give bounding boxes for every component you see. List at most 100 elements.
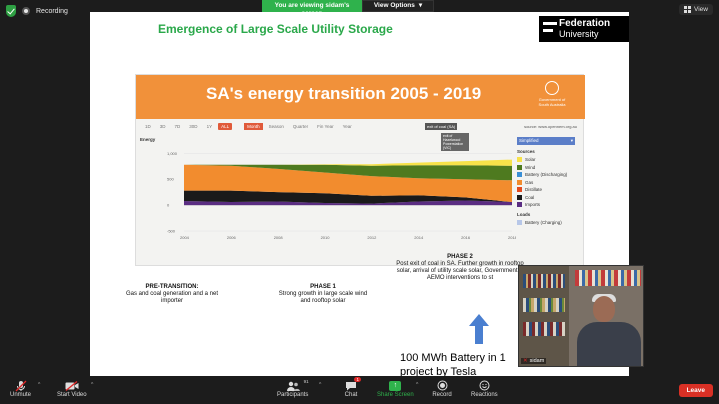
- chat-label: Chat: [344, 392, 358, 398]
- record-label: Record: [432, 392, 452, 398]
- leave-button[interactable]: Leave: [678, 384, 713, 397]
- chat-button[interactable]: 1 Chat: [341, 377, 361, 398]
- viewing-screen-text: You are viewing sidam's screen: [262, 0, 362, 17]
- legend-label: Distillate: [525, 187, 543, 193]
- tab-all[interactable]: ALL: [218, 123, 233, 130]
- phase-text: Gas and coal generation and a net import…: [125, 291, 219, 304]
- legend-swatch: [517, 194, 522, 200]
- tab-1y[interactable]: 1Y: [206, 124, 213, 129]
- start-video-button[interactable]: Start Video: [57, 379, 87, 398]
- government-crest-icon: [545, 81, 559, 95]
- area-series-gas: [184, 164, 512, 203]
- chart-banner: SA's energy transition 2005 - 2019 Gover…: [136, 75, 585, 119]
- caret-up-icon[interactable]: ^: [416, 382, 419, 388]
- x-tick-label: 2018: [508, 235, 516, 240]
- legend-label: Coal: [525, 194, 535, 200]
- view-button[interactable]: View: [679, 4, 713, 15]
- x-tick-label: 2010: [321, 235, 331, 240]
- phase-1: PHASE 1 Strong growth in large scale win…: [278, 284, 368, 305]
- source-legend-item[interactable]: Wind: [517, 164, 579, 172]
- source-legend-item[interactable]: Solar: [517, 156, 579, 164]
- source-link[interactable]: source: www.opennem.org.au: [524, 124, 577, 129]
- source-legend-item[interactable]: Imports: [517, 201, 579, 209]
- source-legend-item[interactable]: Coal: [517, 194, 579, 202]
- legend-swatch: [517, 164, 522, 170]
- y-tick-label: 1,000: [167, 151, 178, 156]
- tab-7d[interactable]: 7D: [174, 124, 181, 129]
- recording-indicator[interactable]: Recording: [6, 4, 68, 18]
- record-icon: [22, 7, 30, 15]
- start-video-label: Start Video: [57, 392, 87, 398]
- legend-label: Gas: [525, 179, 534, 185]
- muted-mic-icon: ✕: [523, 358, 528, 364]
- recording-label: Recording: [36, 7, 68, 15]
- gov-label: Government of South Australia: [538, 97, 566, 107]
- area-series-coal: [184, 190, 512, 204]
- caret-up-icon[interactable]: ^: [38, 382, 41, 388]
- legend-label: Imports: [525, 202, 541, 208]
- range-tabs: 1D 3D 7D 30D 1Y ALL Month Season Quarter…: [142, 123, 355, 130]
- security-shield-icon[interactable]: [6, 5, 16, 17]
- chart-legend: Simplified ▾ Sources Solar Wind Battery (D…: [517, 137, 579, 265]
- chevron-down-icon: ▾: [418, 2, 423, 9]
- tab-season[interactable]: Season: [268, 124, 284, 129]
- area-series-wind: [184, 164, 512, 181]
- reactions-button[interactable]: Reactions: [471, 379, 498, 398]
- energy-axis-label: Energy: [140, 137, 156, 142]
- smiley-icon: [474, 379, 494, 392]
- battery-note: 100 MWh Battery in 1 project by Tesla: [400, 352, 506, 376]
- x-tick-label: 2014: [414, 235, 424, 240]
- legend-swatch: [517, 157, 522, 163]
- y-tick-label: 500: [167, 177, 174, 182]
- legend-swatch: [517, 187, 522, 193]
- exit-hazelwood-tag: exit of Hazelwood Powerstation (VIC): [441, 133, 469, 151]
- phase-text: Strong growth in large scale wind and ro…: [278, 291, 368, 304]
- tab-30d[interactable]: 30D: [189, 124, 198, 129]
- view-options-label: View Options: [373, 2, 415, 9]
- view-options-button[interactable]: View Options ▾: [362, 0, 434, 12]
- legend-select[interactable]: Simplified ▾: [517, 137, 575, 145]
- exit-coal-tag: exit of coal (SA): [425, 123, 458, 130]
- y-tick-label: -500: [167, 229, 176, 234]
- phase-title: PRE-TRANSITION:: [145, 284, 199, 290]
- up-arrow-icon: [469, 314, 489, 344]
- tab-quarter[interactable]: Quarter: [292, 124, 309, 129]
- phase-text: Post exit of coal in SA. Further growth …: [396, 261, 524, 281]
- participants-button[interactable]: 91 Participants: [277, 379, 309, 398]
- participants-label: Participants: [277, 392, 309, 398]
- participant-video[interactable]: ✕ sidam: [518, 265, 644, 367]
- tab-year[interactable]: Year: [342, 124, 352, 129]
- chart-title: SA's energy transition 2005 - 2019: [206, 84, 482, 103]
- x-tick-label: 2004: [180, 235, 190, 240]
- participant-name: sidam: [529, 358, 545, 364]
- caret-up-icon[interactable]: ^: [319, 382, 322, 388]
- muted-microphone-icon: [11, 379, 31, 392]
- sa-government-logo: Government of South Australia: [537, 81, 567, 113]
- unmute-button[interactable]: Unmute: [10, 379, 31, 398]
- chat-badge: 1: [354, 377, 361, 382]
- load-legend-item[interactable]: Battery (Charging): [517, 219, 579, 227]
- caret-up-icon[interactable]: ^: [91, 382, 94, 388]
- chat-bubble-icon: 1: [341, 377, 361, 392]
- tab-3d[interactable]: 3D: [159, 124, 166, 129]
- record-icon: [432, 379, 452, 392]
- legend-select-label: Simplified: [519, 138, 539, 143]
- tab-month[interactable]: Month: [244, 123, 263, 130]
- reactions-label: Reactions: [471, 392, 498, 398]
- source-legend-item[interactable]: Gas: [517, 179, 579, 187]
- record-button[interactable]: Record: [432, 379, 452, 398]
- area-series-solar: [184, 159, 512, 166]
- logo-line1: Federation: [559, 18, 611, 29]
- phase-pre-transition: PRE-TRANSITION: Gas and coal generation …: [122, 284, 222, 305]
- phase-2: PHASE 2 Post exit of coal in SA. Further…: [390, 254, 530, 282]
- participant-name-tag: ✕ sidam: [521, 358, 547, 364]
- video-off-icon: [62, 379, 82, 392]
- federation-logo-mark-icon: [543, 20, 559, 38]
- legend-swatch: [517, 219, 522, 225]
- source-legend-item[interactable]: Battery (Discharging): [517, 171, 579, 179]
- logo-line2: University: [559, 29, 599, 39]
- tab-1d[interactable]: 1D: [145, 124, 151, 129]
- source-legend-item[interactable]: Distillate: [517, 186, 579, 194]
- tab-fin-year[interactable]: Fin Year: [317, 124, 334, 129]
- share-screen-button[interactable]: ↑ Share Screen: [377, 379, 414, 398]
